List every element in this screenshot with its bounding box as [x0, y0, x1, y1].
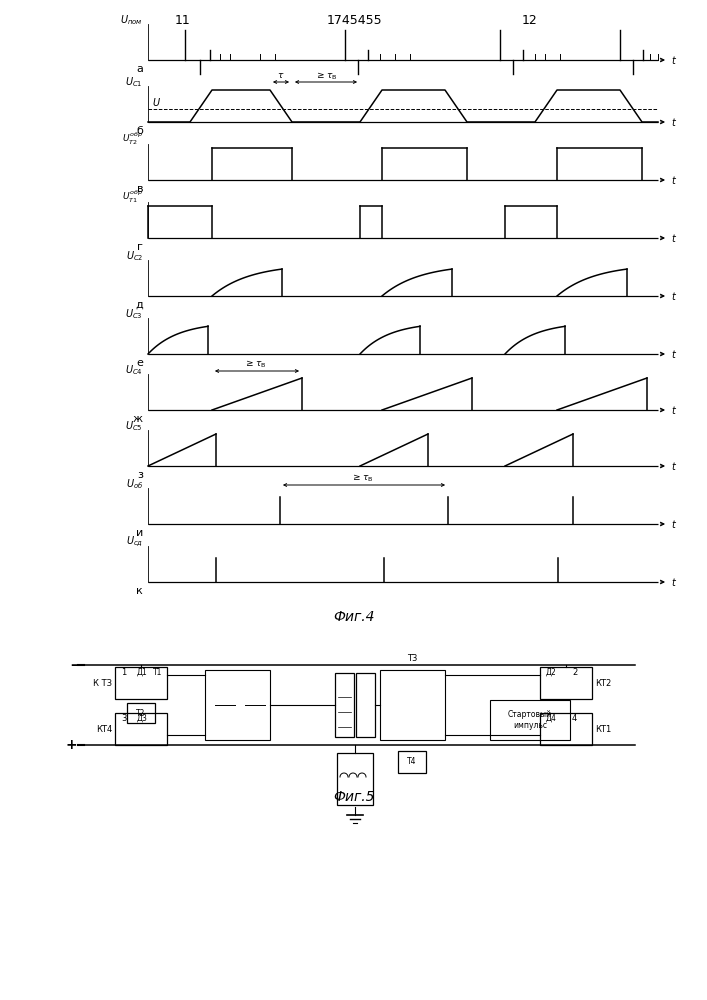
Text: и: и — [136, 528, 143, 538]
Text: $t$: $t$ — [671, 54, 677, 66]
Bar — [115, 667, 167, 699]
Text: в: в — [136, 184, 143, 194]
Bar — [356, 673, 375, 737]
Text: Д4: Д4 — [546, 714, 557, 723]
Text: 1745455: 1745455 — [326, 14, 382, 27]
Text: $U_{C4}$: $U_{C4}$ — [125, 363, 143, 377]
Text: Д3: Д3 — [137, 714, 148, 723]
Bar — [540, 713, 592, 745]
Bar — [127, 703, 155, 723]
Text: Т4: Т4 — [407, 758, 416, 766]
Bar — [337, 753, 373, 805]
Text: $U_{C5}$: $U_{C5}$ — [125, 419, 143, 433]
Text: к: к — [136, 586, 143, 596]
Text: 3: 3 — [121, 714, 127, 723]
Text: $t$: $t$ — [671, 576, 677, 588]
Text: $U_{пом}$: $U_{пом}$ — [120, 13, 143, 27]
Text: $t$: $t$ — [671, 232, 677, 244]
Text: е: е — [136, 358, 143, 368]
Text: КТ2: КТ2 — [595, 678, 612, 688]
Text: Д2: Д2 — [546, 668, 556, 677]
Text: $U_{сд}$: $U_{сд}$ — [126, 535, 143, 549]
Text: 2: 2 — [572, 668, 577, 677]
Bar — [398, 751, 426, 773]
Text: $t$: $t$ — [671, 290, 677, 302]
Text: Д1: Д1 — [137, 668, 148, 677]
Text: $t$: $t$ — [671, 348, 677, 360]
Text: $U_{об}$: $U_{об}$ — [126, 477, 143, 491]
Text: +: + — [65, 738, 77, 752]
Bar — [540, 667, 592, 699]
Text: $t$: $t$ — [671, 404, 677, 416]
Text: 11: 11 — [175, 14, 191, 27]
Text: г: г — [137, 242, 143, 252]
Text: –: – — [70, 658, 77, 672]
Text: Стартовый
импульс: Стартовый импульс — [508, 710, 552, 730]
Text: Фиг.4: Фиг.4 — [333, 610, 375, 624]
Text: 12: 12 — [522, 14, 538, 27]
Text: $\tau$: $\tau$ — [277, 71, 285, 80]
Text: з: з — [137, 470, 143, 480]
Text: $U_{C3}$: $U_{C3}$ — [125, 307, 143, 321]
Text: 4: 4 — [572, 714, 577, 723]
Bar — [115, 713, 167, 745]
Bar — [380, 670, 445, 740]
Text: $U$: $U$ — [152, 96, 161, 108]
Text: 1: 1 — [121, 668, 127, 677]
Text: $t$: $t$ — [671, 174, 677, 186]
Text: $t$: $t$ — [671, 116, 677, 128]
Text: $\geq\tau_{\rm B}$: $\geq\tau_{\rm B}$ — [315, 70, 337, 82]
Bar — [335, 673, 354, 737]
Text: Т2: Т2 — [136, 708, 146, 718]
Text: а: а — [136, 64, 143, 74]
Bar — [205, 670, 270, 740]
Bar — [490, 700, 570, 740]
Text: б: б — [136, 126, 143, 136]
Text: $U_{C2}$: $U_{C2}$ — [126, 249, 143, 263]
Text: Т1: Т1 — [153, 668, 163, 677]
Text: К ТЗ: К ТЗ — [93, 678, 112, 688]
Text: $\geq\tau_{\rm B}$: $\geq\tau_{\rm B}$ — [244, 359, 266, 370]
Text: КТ4: КТ4 — [95, 724, 112, 734]
Text: Фиг.5: Фиг.5 — [333, 790, 375, 804]
Text: Т3: Т3 — [407, 654, 417, 663]
Text: $\geq\tau_{\rm B}$: $\geq\tau_{\rm B}$ — [351, 473, 373, 485]
Text: КТ1: КТ1 — [595, 724, 612, 734]
Text: $U^{обр}_{T2}$: $U^{обр}_{T2}$ — [122, 131, 143, 147]
Text: ж: ж — [133, 414, 143, 424]
Text: $U^{обр}_{T1}$: $U^{обр}_{T1}$ — [122, 189, 143, 205]
Text: $t$: $t$ — [671, 460, 677, 472]
Text: $t$: $t$ — [671, 518, 677, 530]
Text: $U_{C1}$: $U_{C1}$ — [125, 75, 143, 89]
Text: д: д — [135, 300, 143, 310]
